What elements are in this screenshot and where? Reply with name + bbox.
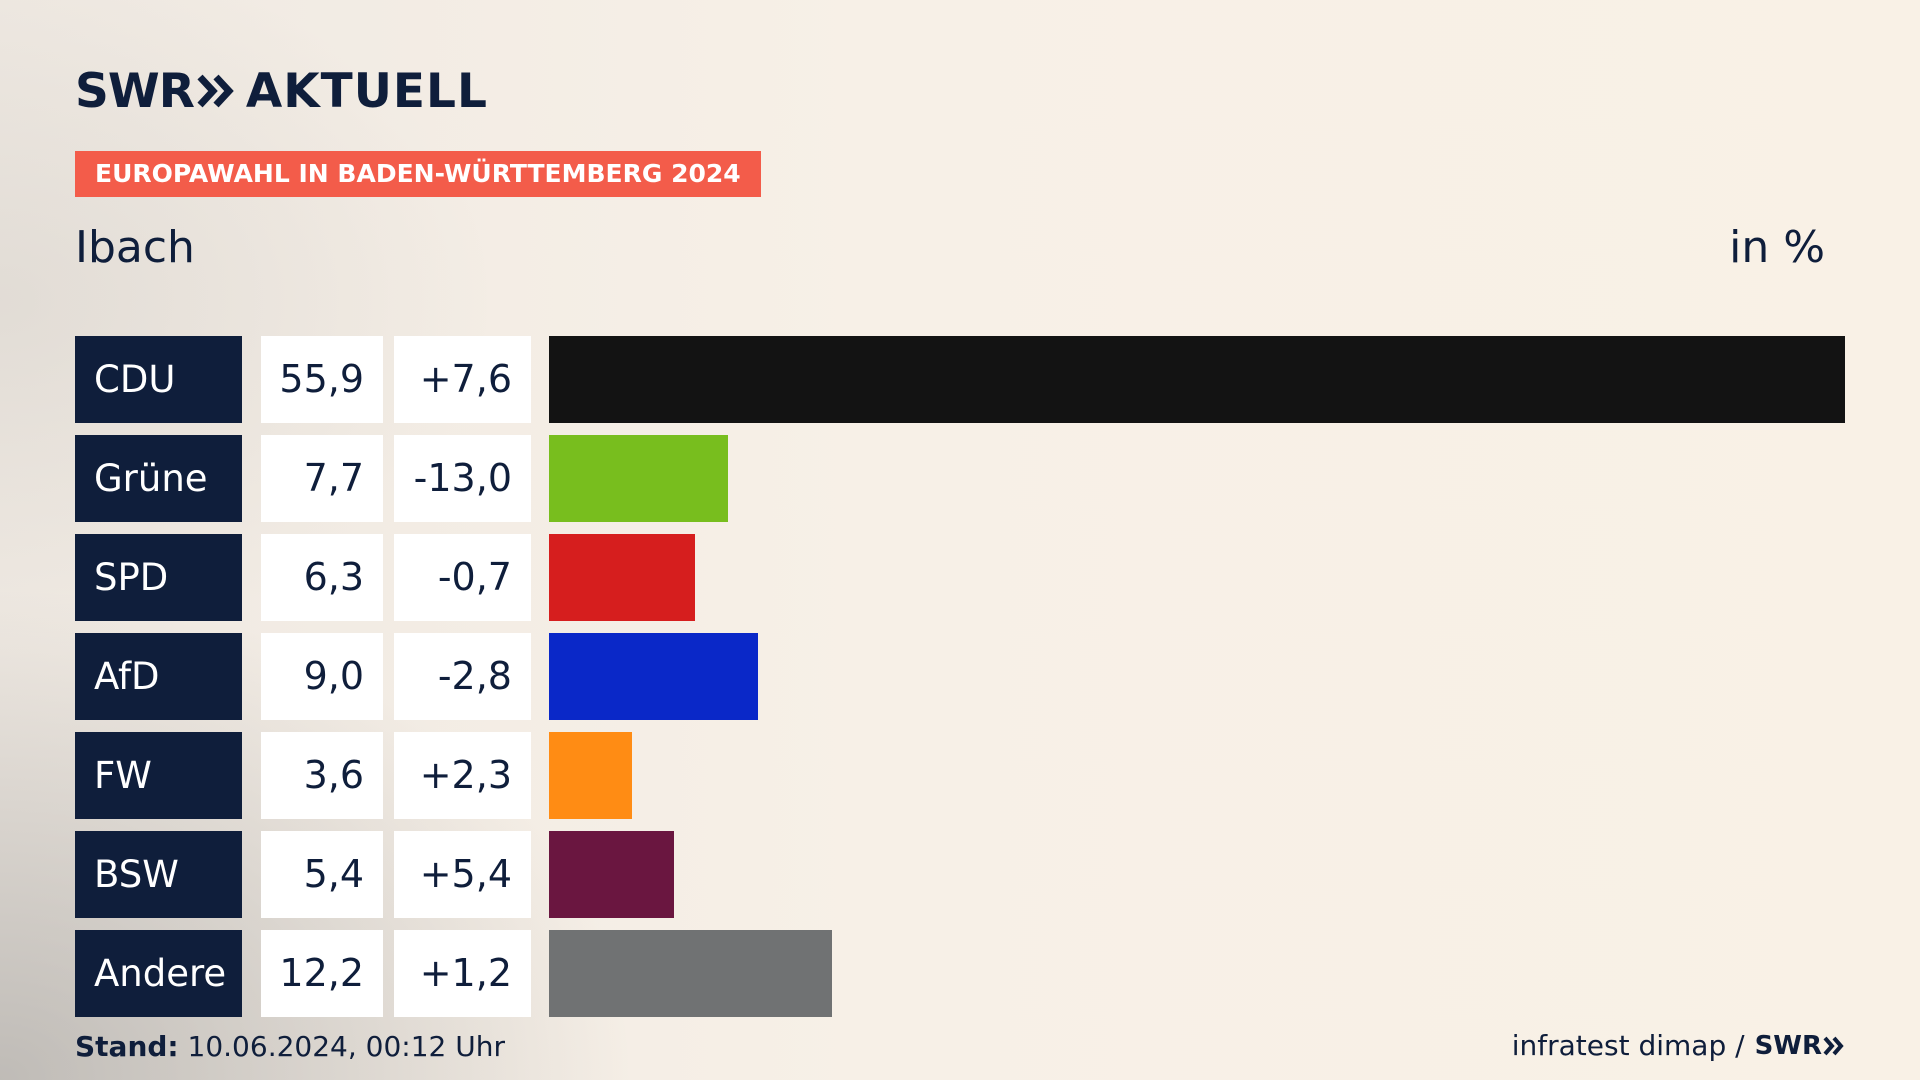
double-chevron-right-icon [1823,1036,1844,1055]
vote-share-label: 3,6 [261,732,383,819]
vote-share-label: 55,9 [261,336,383,423]
result-row: Grüne 7,7 -13,0 [75,435,1845,522]
vote-share-label: 12,2 [261,930,383,1017]
timestamp: Stand: 10.06.2024, 00:12 Uhr [75,1030,505,1063]
result-bar [549,435,728,522]
source-swr-text: SWR [1754,1030,1822,1061]
result-bar [549,831,674,918]
party-label: FW [75,732,242,819]
party-label: Andere [75,930,242,1017]
election-banner: EUROPAWAHL IN BADEN-WÜRTTEMBERG 2024 [75,151,761,197]
result-row: CDU 55,9 +7,6 [75,336,1845,423]
party-label: AfD [75,633,242,720]
vote-change-label: -13,0 [394,435,531,522]
result-bar [549,534,695,621]
party-label: BSW [75,831,242,918]
unit-label: in % [1729,222,1825,273]
vote-change-label: +2,3 [394,732,531,819]
result-row: FW 3,6 +2,3 [75,732,1845,819]
vote-change-label: +1,2 [394,930,531,1017]
vote-share-label: 6,3 [261,534,383,621]
party-label: SPD [75,534,242,621]
double-chevron-right-icon [197,74,234,108]
result-bar [549,930,832,1017]
timestamp-value: 10.06.2024, 00:12 Uhr [187,1030,505,1063]
swr-aktuell-logo: SWR AKTUELL [75,63,488,119]
result-bar [549,732,632,819]
party-label: CDU [75,336,242,423]
result-bar [549,336,1845,423]
vote-share-label: 9,0 [261,633,383,720]
result-row: SPD 6,3 -0,7 [75,534,1845,621]
results-chart: CDU 55,9 +7,6 Grüne 7,7 -13,0 SPD 6,3 -0,7 AfD 9,0… [75,336,1845,1029]
source-text: infratest dimap / [1511,1029,1745,1062]
source-credit: infratest dimap / SWR [1512,1029,1845,1062]
party-label: Grüne [75,435,242,522]
vote-change-label: +5,4 [394,831,531,918]
vote-share-label: 7,7 [261,435,383,522]
vote-change-label: +7,6 [394,336,531,423]
logo-aktuell-text: AKTUELL [245,63,488,119]
result-bar [549,633,758,720]
vote-change-label: -0,7 [394,534,531,621]
vote-change-label: -2,8 [394,633,531,720]
vote-share-label: 5,4 [261,831,383,918]
logo-swr-text: SWR [75,63,195,119]
result-row: Andere 12,2 +1,2 [75,930,1845,1017]
result-row: AfD 9,0 -2,8 [75,633,1845,720]
timestamp-label: Stand: [75,1030,179,1063]
result-row: BSW 5,4 +5,4 [75,831,1845,918]
region-title: Ibach [75,222,195,273]
